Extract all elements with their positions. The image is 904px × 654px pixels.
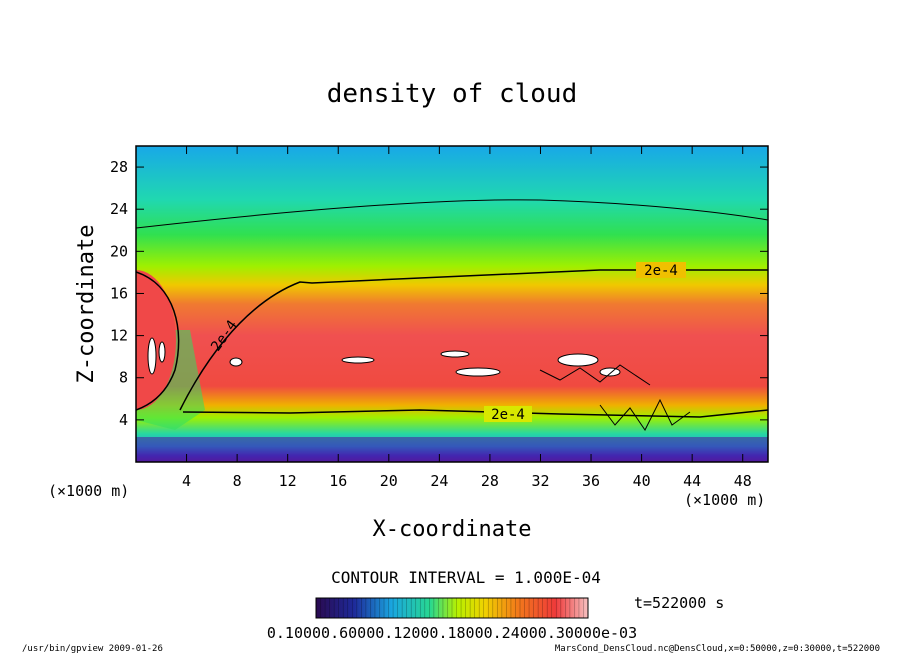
white-patches: [147, 337, 621, 377]
x-tick-label: 20: [380, 472, 398, 490]
density-field: [136, 146, 768, 462]
label-bg-lower: [484, 406, 532, 422]
colorbar-stripes: [320, 598, 584, 618]
x-tick-label: 44: [683, 472, 701, 490]
x-tick-label: 4: [182, 472, 191, 490]
x-tick-label: 48: [734, 472, 752, 490]
plot-frame: [135, 145, 769, 463]
x-tick-label: 8: [233, 472, 242, 490]
contour-bubble: [136, 271, 180, 411]
x-tick-label: 16: [329, 472, 347, 490]
y-tick-label: 20: [110, 242, 128, 260]
contour-2e-4-upper: [179, 269, 768, 411]
time-label: t=522000 s: [634, 594, 724, 612]
contour-label-upper: 2e-4: [644, 263, 678, 279]
contour-interval: CONTOUR INTERVAL = 1.000E-04: [331, 568, 601, 587]
y-tick-label: 8: [119, 369, 128, 387]
chart-title: density of cloud: [327, 79, 577, 109]
y-axis: 4 8 12 16 20 24 28: [110, 158, 768, 429]
x-tick-label: 24: [430, 472, 448, 490]
y-tick-label: 12: [110, 327, 128, 345]
y-tick-label: 24: [110, 200, 128, 218]
x-tick-label: 28: [481, 472, 499, 490]
contour-label-lower: 2e-4: [491, 407, 525, 423]
x-tick-label: 32: [531, 472, 549, 490]
surface-layer: [136, 437, 768, 462]
x-axis-title: X-coordinate: [373, 517, 532, 542]
colorbar-labels: 0.10000.60000.12000.18000.24000.30000e-0…: [267, 624, 637, 642]
label-bg-upper: [636, 262, 686, 278]
x-tick-label: 12: [279, 472, 297, 490]
y-tick-label: 28: [110, 158, 128, 176]
x-tick-label: 40: [633, 472, 651, 490]
y-tick-label: 16: [110, 284, 128, 302]
x-unit-label: (×1000 m): [684, 491, 765, 509]
red-bubble: [136, 270, 176, 410]
z-unit-label: (×1000 m): [48, 482, 129, 500]
contour-clutter: [539, 364, 691, 431]
x-tick-label: 36: [582, 472, 600, 490]
footer-right: MarsCond_DensCloud.nc@DensCloud,x=0:5000…: [555, 644, 880, 654]
y-tick-label: 4: [119, 411, 128, 429]
footer-left: /usr/bin/gpview 2009-01-26: [22, 644, 163, 654]
contour-1e-4-top: [136, 199, 768, 229]
y-axis-title: Z-coordinate: [74, 225, 99, 384]
plot-area: 2e-4 2e-4 2e-4: [136, 146, 768, 462]
colorbar: [315, 597, 589, 619]
x-axis: 4 8 12 16 20 24 28 32 36 40 44 48: [182, 146, 752, 490]
